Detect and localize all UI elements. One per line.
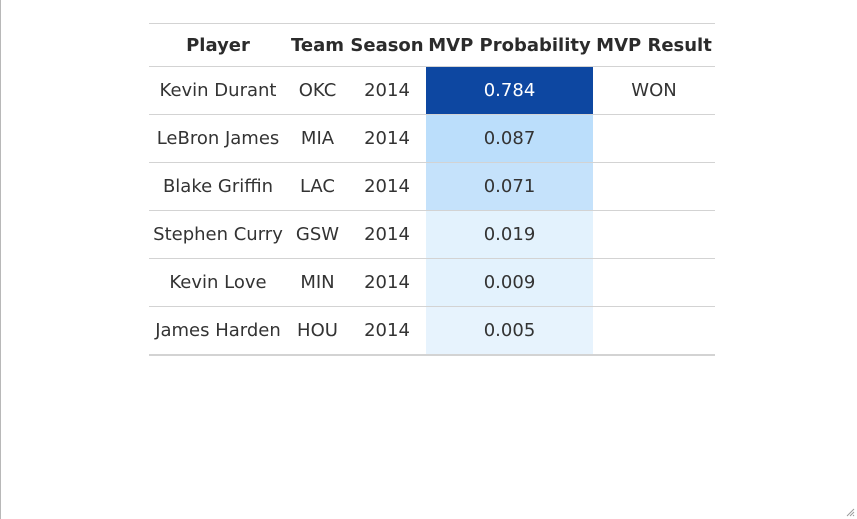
season-cell: 2014	[348, 258, 426, 307]
player-cell: Stephen Curry	[149, 210, 287, 259]
probability-cell: 0.784	[426, 66, 593, 115]
season-cell: 2014	[348, 114, 426, 163]
table-row: James Harden HOU 2014 0.005	[149, 306, 715, 356]
mvp-table: Player Team Season MVP Probability MVP R…	[149, 23, 715, 356]
season-cell: 2014	[348, 66, 426, 115]
team-cell: MIN	[287, 258, 348, 307]
table-row: Stephen Curry GSW 2014 0.019	[149, 210, 715, 259]
result-cell	[593, 258, 715, 307]
player-cell: LeBron James	[149, 114, 287, 163]
player-cell: Kevin Love	[149, 258, 287, 307]
column-header-player: Player	[149, 23, 287, 67]
team-cell: OKC	[287, 66, 348, 115]
team-cell: LAC	[287, 162, 348, 211]
team-cell: GSW	[287, 210, 348, 259]
season-cell: 2014	[348, 162, 426, 211]
column-header-season: Season	[348, 23, 426, 67]
table-row: Kevin Durant OKC 2014 0.784 WON	[149, 66, 715, 115]
header-row: Player Team Season MVP Probability MVP R…	[149, 23, 715, 67]
player-cell: Blake Griffin	[149, 162, 287, 211]
column-header-mvp-result: MVP Result	[593, 23, 715, 67]
resize-grip-icon[interactable]	[845, 507, 855, 517]
probability-cell: 0.071	[426, 162, 593, 211]
result-cell: WON	[593, 66, 715, 115]
season-cell: 2014	[348, 210, 426, 259]
table-row: Kevin Love MIN 2014 0.009	[149, 258, 715, 307]
result-cell	[593, 306, 715, 356]
team-cell: MIA	[287, 114, 348, 163]
column-header-mvp-probability: MVP Probability	[426, 23, 593, 67]
player-cell: James Harden	[149, 306, 287, 356]
probability-cell: 0.019	[426, 210, 593, 259]
table-row: Blake Griffin LAC 2014 0.071	[149, 162, 715, 211]
result-cell	[593, 114, 715, 163]
probability-cell: 0.005	[426, 306, 593, 356]
table-row: LeBron James MIA 2014 0.087	[149, 114, 715, 163]
player-cell: Kevin Durant	[149, 66, 287, 115]
season-cell: 2014	[348, 306, 426, 356]
probability-cell: 0.087	[426, 114, 593, 163]
result-cell	[593, 210, 715, 259]
probability-cell: 0.009	[426, 258, 593, 307]
team-cell: HOU	[287, 306, 348, 356]
result-cell	[593, 162, 715, 211]
column-header-team: Team	[287, 23, 348, 67]
